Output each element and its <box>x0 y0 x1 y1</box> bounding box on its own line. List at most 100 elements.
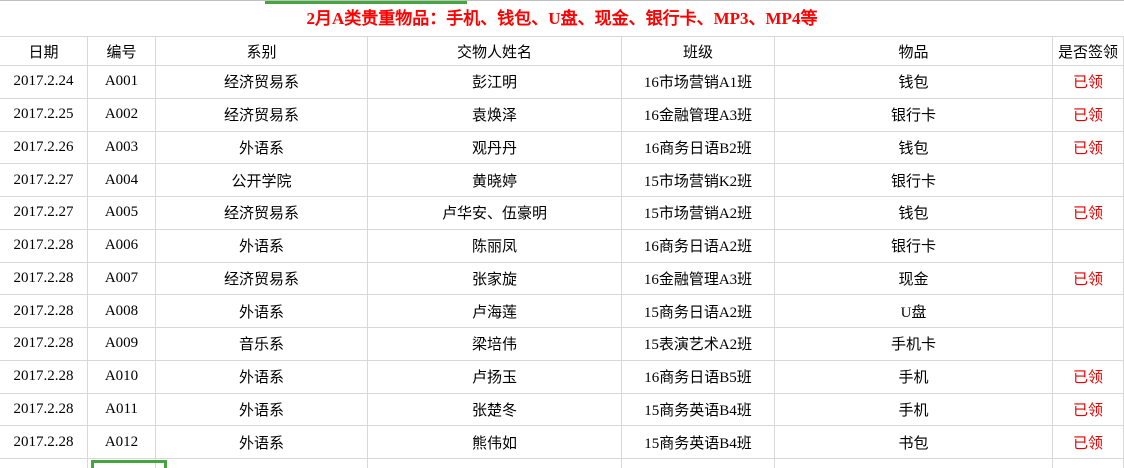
cell-name[interactable]: 黄晓婷 <box>368 164 622 197</box>
cell-date[interactable]: 2017.2.25 <box>0 98 88 132</box>
cell-date[interactable]: 2017.2.28 <box>0 262 88 296</box>
cell-dept[interactable]: 经济贸易系 <box>156 262 368 296</box>
cell-class[interactable]: 15表演艺术A2班 <box>622 328 775 361</box>
cell-class[interactable]: 15商务英语B4班 <box>622 426 775 459</box>
partial-cell-item[interactable] <box>775 459 1053 468</box>
cell-item[interactable]: 银行卡 <box>775 164 1053 197</box>
cell-date[interactable]: 2017.2.28 <box>0 295 88 328</box>
cell-id[interactable]: A004 <box>88 164 156 197</box>
cell-status[interactable]: 已领 <box>1053 393 1124 427</box>
cell-name[interactable]: 梁培伟 <box>368 328 622 361</box>
cell-id[interactable]: A002 <box>88 98 156 132</box>
cell-name[interactable]: 张楚冬 <box>368 393 622 427</box>
column-header-date[interactable]: 日期 <box>0 37 88 66</box>
cell-date[interactable]: 2017.2.28 <box>0 328 88 361</box>
partial-cell-status[interactable] <box>1053 459 1124 468</box>
column-header-dept[interactable]: 系别 <box>156 37 368 66</box>
cell-name[interactable]: 卢海莲 <box>368 295 622 328</box>
cell-date[interactable]: 2017.2.27 <box>0 197 88 230</box>
cell-id[interactable]: A008 <box>88 295 156 328</box>
cell-status[interactable]: 已领 <box>1053 197 1124 230</box>
cell-item[interactable]: U盘 <box>775 295 1053 328</box>
cell-class[interactable]: 15市场营销K2班 <box>622 164 775 197</box>
cell-dept[interactable]: 外语系 <box>156 360 368 394</box>
cell-status[interactable]: 已领 <box>1053 66 1124 99</box>
cell-status[interactable]: 已领 <box>1053 98 1124 132</box>
cell-item[interactable]: 银行卡 <box>775 229 1053 263</box>
cell-dept[interactable]: 经济贸易系 <box>156 98 368 132</box>
cell-name[interactable]: 袁焕泽 <box>368 98 622 132</box>
cell-name[interactable]: 观丹丹 <box>368 131 622 165</box>
cell-item[interactable]: 书包 <box>775 426 1053 459</box>
cell-date[interactable]: 2017.2.24 <box>0 66 88 99</box>
cell-dept[interactable]: 外语系 <box>156 295 368 328</box>
cell-class[interactable]: 16商务日语B5班 <box>622 360 775 394</box>
cell-status[interactable] <box>1053 229 1124 263</box>
cell-date[interactable]: 2017.2.28 <box>0 229 88 263</box>
cell-dept[interactable]: 外语系 <box>156 393 368 427</box>
cell-status[interactable] <box>1053 164 1124 197</box>
cell-name[interactable]: 陈丽凤 <box>368 229 622 263</box>
cell-status[interactable]: 已领 <box>1053 426 1124 459</box>
cell-dept[interactable]: 外语系 <box>156 131 368 165</box>
cell-name[interactable]: 熊伟如 <box>368 426 622 459</box>
cell-dept[interactable]: 音乐系 <box>156 328 368 361</box>
sheet-title[interactable]: 2月A类贵重物品：手机、钱包、U盘、现金、银行卡、MP3、MP4等 <box>0 1 1124 37</box>
cell-status[interactable] <box>1053 328 1124 361</box>
partial-cell-dept[interactable] <box>156 459 368 468</box>
cell-class[interactable]: 16金融管理A3班 <box>622 98 775 132</box>
column-header-id[interactable]: 编号 <box>88 37 156 66</box>
cell-dept[interactable]: 外语系 <box>156 229 368 263</box>
cell-class[interactable]: 15市场营销A2班 <box>622 197 775 230</box>
cell-class[interactable]: 16市场营销A1班 <box>622 66 775 99</box>
cell-status[interactable]: 已领 <box>1053 262 1124 296</box>
cell-class[interactable]: 15商务日语A2班 <box>622 295 775 328</box>
cell-id[interactable]: A006 <box>88 229 156 263</box>
cell-class[interactable]: 16商务日语B2班 <box>622 131 775 165</box>
cell-date[interactable]: 2017.2.28 <box>0 426 88 459</box>
partial-cell-date[interactable] <box>0 459 88 468</box>
cell-id[interactable]: A011 <box>88 393 156 427</box>
cell-item[interactable]: 手机 <box>775 360 1053 394</box>
cell-class[interactable]: 16金融管理A3班 <box>622 262 775 296</box>
column-header-status[interactable]: 是否签领 <box>1053 37 1124 66</box>
partial-cell-class[interactable] <box>622 459 775 468</box>
cell-date[interactable]: 2017.2.28 <box>0 360 88 394</box>
cell-name[interactable]: 彭江明 <box>368 66 622 99</box>
cell-class[interactable]: 15商务英语B4班 <box>622 393 775 427</box>
column-header-item[interactable]: 物品 <box>775 37 1053 66</box>
cell-date[interactable]: 2017.2.26 <box>0 131 88 165</box>
cell-item[interactable]: 手机 <box>775 393 1053 427</box>
column-header-name[interactable]: 交物人姓名 <box>368 37 622 66</box>
column-header-class[interactable]: 班级 <box>622 37 775 66</box>
cell-name[interactable]: 张家旋 <box>368 262 622 296</box>
cell-id[interactable]: A007 <box>88 262 156 296</box>
selected-cell-indicator[interactable] <box>91 460 167 468</box>
cell-status[interactable]: 已领 <box>1053 360 1124 394</box>
cell-item[interactable]: 钱包 <box>775 131 1053 165</box>
cell-status[interactable]: 已领 <box>1053 131 1124 165</box>
cell-item[interactable]: 钱包 <box>775 66 1053 99</box>
cell-dept[interactable]: 外语系 <box>156 426 368 459</box>
cell-dept[interactable]: 经济贸易系 <box>156 66 368 99</box>
partial-cell-name[interactable] <box>368 459 622 468</box>
cell-item[interactable]: 现金 <box>775 262 1053 296</box>
cell-class[interactable]: 16商务日语A2班 <box>622 229 775 263</box>
cell-date[interactable]: 2017.2.27 <box>0 164 88 197</box>
cell-name[interactable]: 卢华安、伍豪明 <box>368 197 622 230</box>
cell-date[interactable]: 2017.2.28 <box>0 393 88 427</box>
cell-name[interactable]: 卢扬玉 <box>368 360 622 394</box>
cell-item[interactable]: 手机卡 <box>775 328 1053 361</box>
partial-cell-id[interactable] <box>88 459 156 468</box>
cell-item[interactable]: 钱包 <box>775 197 1053 230</box>
cell-id[interactable]: A001 <box>88 66 156 99</box>
cell-id[interactable]: A012 <box>88 426 156 459</box>
cell-id[interactable]: A009 <box>88 328 156 361</box>
cell-id[interactable]: A005 <box>88 197 156 230</box>
cell-id[interactable]: A003 <box>88 131 156 165</box>
cell-id[interactable]: A010 <box>88 360 156 394</box>
cell-status[interactable] <box>1053 295 1124 328</box>
cell-dept[interactable]: 公开学院 <box>156 164 368 197</box>
cell-item[interactable]: 银行卡 <box>775 98 1053 132</box>
cell-dept[interactable]: 经济贸易系 <box>156 197 368 230</box>
